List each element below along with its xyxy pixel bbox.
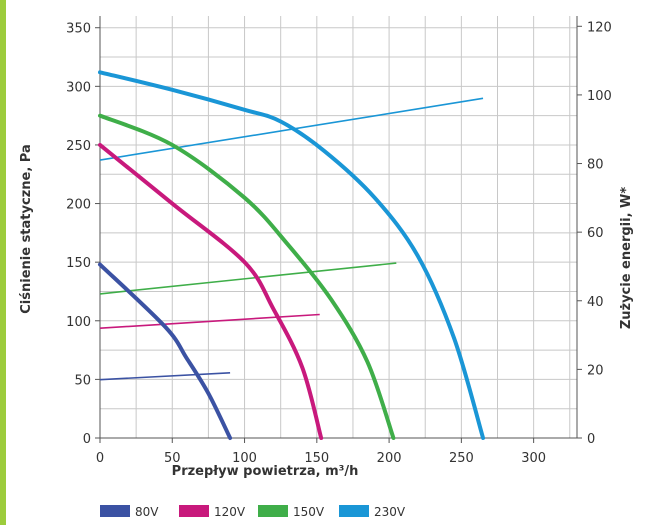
legend-swatch-230V — [339, 505, 369, 517]
x-tick-label: 150 — [304, 451, 329, 466]
legend: 80V 120V 150V 230V — [100, 505, 406, 519]
y-tick-label: 200 — [66, 198, 91, 213]
y-axis-ticks: 0 50 100 150 200 250 300 350 — [66, 22, 100, 447]
y2-tick-label: 60 — [587, 226, 604, 241]
y-tick-label: 100 — [66, 315, 91, 330]
legend-label-230V: 230V — [374, 505, 406, 519]
y-tick-label: 350 — [66, 22, 91, 37]
y2-tick-label: 0 — [587, 432, 595, 447]
y2-tick-label: 100 — [587, 89, 612, 104]
x-tick-label: 300 — [521, 451, 546, 466]
power-line-80V — [99, 372, 231, 381]
left-frame-bar — [0, 0, 6, 525]
y-axis-label: Ciśnienie statyczne, Pa — [19, 144, 34, 314]
legend-label-150V: 150V — [293, 505, 325, 519]
pressure-curves — [98, 70, 486, 440]
power-line-120V — [99, 313, 320, 330]
pressure-curve-230V — [98, 70, 486, 440]
legend-swatch-80V — [100, 505, 130, 517]
y2-tick-label: 120 — [587, 20, 612, 35]
y-tick-label: 250 — [66, 139, 91, 154]
power-line-150V — [99, 262, 397, 295]
x-axis-label: Przepływ powietrza, m³/h — [172, 464, 359, 479]
x-tick-label: 100 — [232, 451, 257, 466]
x-axis-ticks: 0 50 100 150 200 250 300 — [96, 438, 546, 466]
y-tick-label: 300 — [66, 80, 91, 95]
pressure-curve-120V — [98, 142, 324, 440]
x-tick-label: 200 — [377, 451, 402, 466]
y-tick-label: 50 — [74, 373, 91, 388]
legend-label-80V: 80V — [135, 505, 159, 519]
pressure-curve-80V — [98, 262, 233, 440]
legend-swatch-120V — [179, 505, 209, 517]
y2-tick-label: 20 — [587, 363, 604, 378]
y2-axis-ticks: 0 20 40 60 80 100 120 — [577, 20, 612, 447]
y-tick-label: 0 — [83, 432, 91, 447]
y2-tick-label: 80 — [587, 158, 604, 173]
x-tick-label: 50 — [164, 451, 181, 466]
y2-tick-label: 40 — [587, 295, 604, 310]
y-tick-label: 150 — [66, 256, 91, 271]
y2-axis-label: Zużycie energii, W* — [619, 187, 634, 330]
pressure-curve-150V — [98, 113, 396, 440]
x-tick-label: 0 — [96, 451, 104, 466]
grid — [99, 16, 578, 439]
legend-label-120V: 120V — [214, 505, 246, 519]
legend-swatch-150V — [258, 505, 288, 517]
x-tick-label: 250 — [449, 451, 474, 466]
